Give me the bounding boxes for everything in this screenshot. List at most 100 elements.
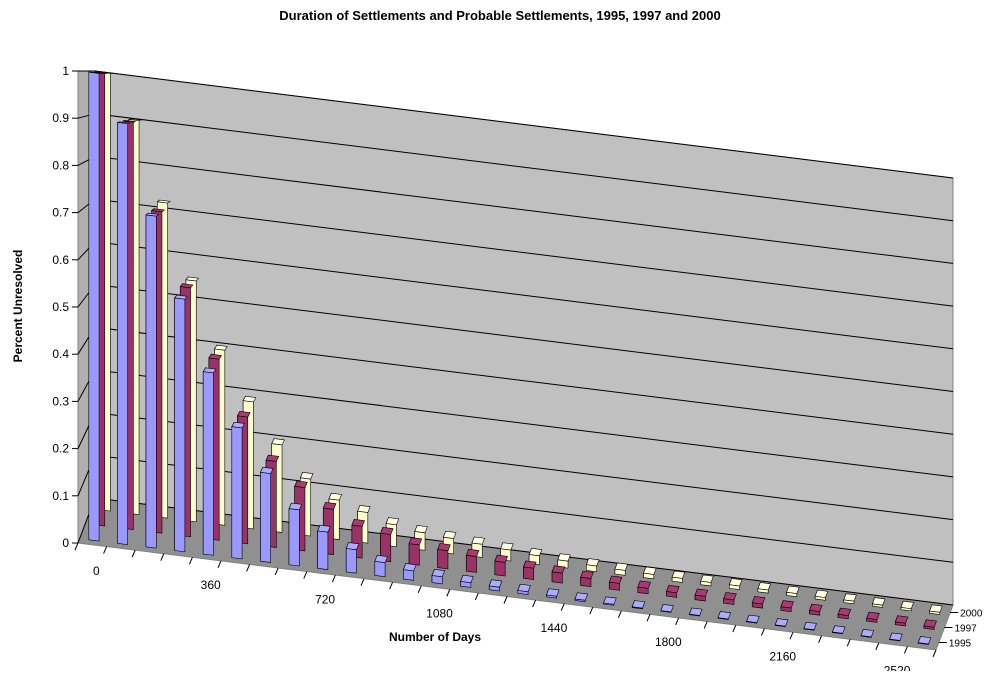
series-label-2000: 2000	[960, 609, 983, 620]
x-tick-mark	[74, 542, 79, 551]
x-tick-mark	[303, 571, 308, 579]
x-tick-mark	[903, 646, 908, 654]
bar-1997-2070	[751, 596, 766, 609]
bar-front	[574, 598, 586, 603]
bar-front	[757, 588, 769, 594]
bar-front	[523, 566, 535, 580]
x-tick-mark	[274, 567, 279, 576]
bar-1997-1980	[723, 592, 737, 605]
x-tick-mark	[503, 596, 508, 604]
bars	[88, 71, 943, 645]
bar-front	[637, 586, 649, 595]
bar-2000-1620	[614, 562, 629, 576]
bar-front	[608, 581, 620, 591]
bar-1997-1710	[637, 580, 651, 595]
x-tick-mark	[188, 557, 193, 565]
bar-2000-1530	[585, 558, 600, 573]
bar-front	[288, 508, 300, 567]
bar-front	[872, 603, 883, 608]
bar-front	[380, 532, 392, 563]
bar-front	[809, 610, 821, 616]
x-tick-mark	[417, 585, 422, 593]
x-tick-mark	[789, 631, 794, 640]
bar-1995-270	[174, 294, 188, 553]
bar-1997-900	[380, 527, 394, 563]
bar-front	[900, 607, 912, 612]
bar-1995-2430	[860, 629, 875, 638]
bar-front	[723, 598, 735, 605]
x-tick-mark	[646, 614, 651, 622]
bar-2000-1890	[700, 574, 714, 587]
bar-front	[671, 576, 683, 583]
x-tick-mark	[160, 553, 165, 561]
bar-1995-810	[345, 542, 360, 574]
bar-1995-1890	[688, 607, 703, 617]
x-tick-mark	[703, 621, 708, 629]
bar-front	[860, 635, 872, 638]
bar-1997-1530	[580, 570, 594, 588]
bar-1995-1620	[603, 596, 617, 606]
bar-1995-900	[374, 554, 388, 578]
y-gridline	[78, 70, 954, 179]
bar-front	[174, 297, 186, 553]
x-tick-label: 360	[201, 578, 221, 592]
bar-1997-1080	[437, 543, 451, 570]
bar-1995-450	[231, 421, 245, 560]
x-tick-mark	[360, 578, 365, 586]
x-tick-label: 1080	[426, 607, 453, 621]
bar-1995-2520	[889, 632, 903, 642]
bar-2000-2250	[814, 589, 829, 601]
bar-1995-1980	[717, 611, 732, 620]
bar-1995-90	[117, 121, 131, 545]
bar-1995-1350	[517, 583, 531, 595]
bar-1997-1170	[465, 548, 480, 573]
bar-front	[843, 599, 855, 605]
bar-front	[260, 472, 271, 563]
bar-1997-2340	[837, 607, 852, 620]
series-label-1997: 1997	[955, 624, 978, 635]
x-tick-label: 2160	[769, 649, 796, 663]
bar-1997-1350	[523, 560, 537, 580]
bar-front	[803, 628, 815, 631]
bar-1995-720	[317, 524, 331, 570]
bar-front	[488, 585, 500, 592]
x-tick-mark	[532, 599, 537, 608]
bar-2000-2430	[871, 597, 886, 608]
bar-front	[917, 642, 929, 645]
bar-2000-2340	[843, 593, 857, 605]
y-tick-label: 1	[62, 64, 69, 78]
y-tick-label: 0.1	[52, 489, 69, 503]
bar-1995-2070	[746, 614, 760, 624]
bar-1995-2250	[803, 621, 817, 631]
bar-1997-1890	[694, 588, 709, 602]
bar-2000-1710	[643, 566, 657, 580]
x-tick-mark	[760, 628, 765, 636]
bar-front	[700, 580, 712, 587]
x-tick-mark	[217, 560, 222, 569]
ticks: 0 0.1 0.2 0.3 0.4 0.5 0.6 0.7 0.8 0.9 1 0 360 720 1080…	[52, 64, 983, 676]
x-tick-label: 720	[315, 592, 335, 606]
bar-front	[408, 543, 420, 566]
bar-2000-2160	[786, 585, 800, 598]
x-tick-label: 0	[93, 564, 100, 578]
x-axis-title: Number of Days	[389, 630, 481, 644]
bar-2000-2610	[929, 604, 943, 615]
y-tick-label: 0	[62, 536, 69, 550]
bar-1995-540	[259, 466, 274, 563]
bar-front	[117, 122, 128, 545]
bar-front	[202, 371, 214, 556]
bar-front	[786, 591, 798, 598]
x-tick-mark	[732, 624, 737, 633]
bar-front	[631, 606, 643, 610]
x-tick-label: 2520	[884, 664, 911, 671]
bar-1997-2610	[923, 619, 937, 630]
x-tick-mark	[246, 564, 251, 572]
bar-front	[586, 564, 597, 573]
bar-front	[460, 581, 472, 588]
bar-1997-1620	[608, 575, 623, 591]
x-tick-mark	[446, 589, 451, 597]
bar-front	[145, 214, 157, 549]
bar-front	[403, 569, 414, 581]
x-tick-mark	[875, 642, 880, 651]
